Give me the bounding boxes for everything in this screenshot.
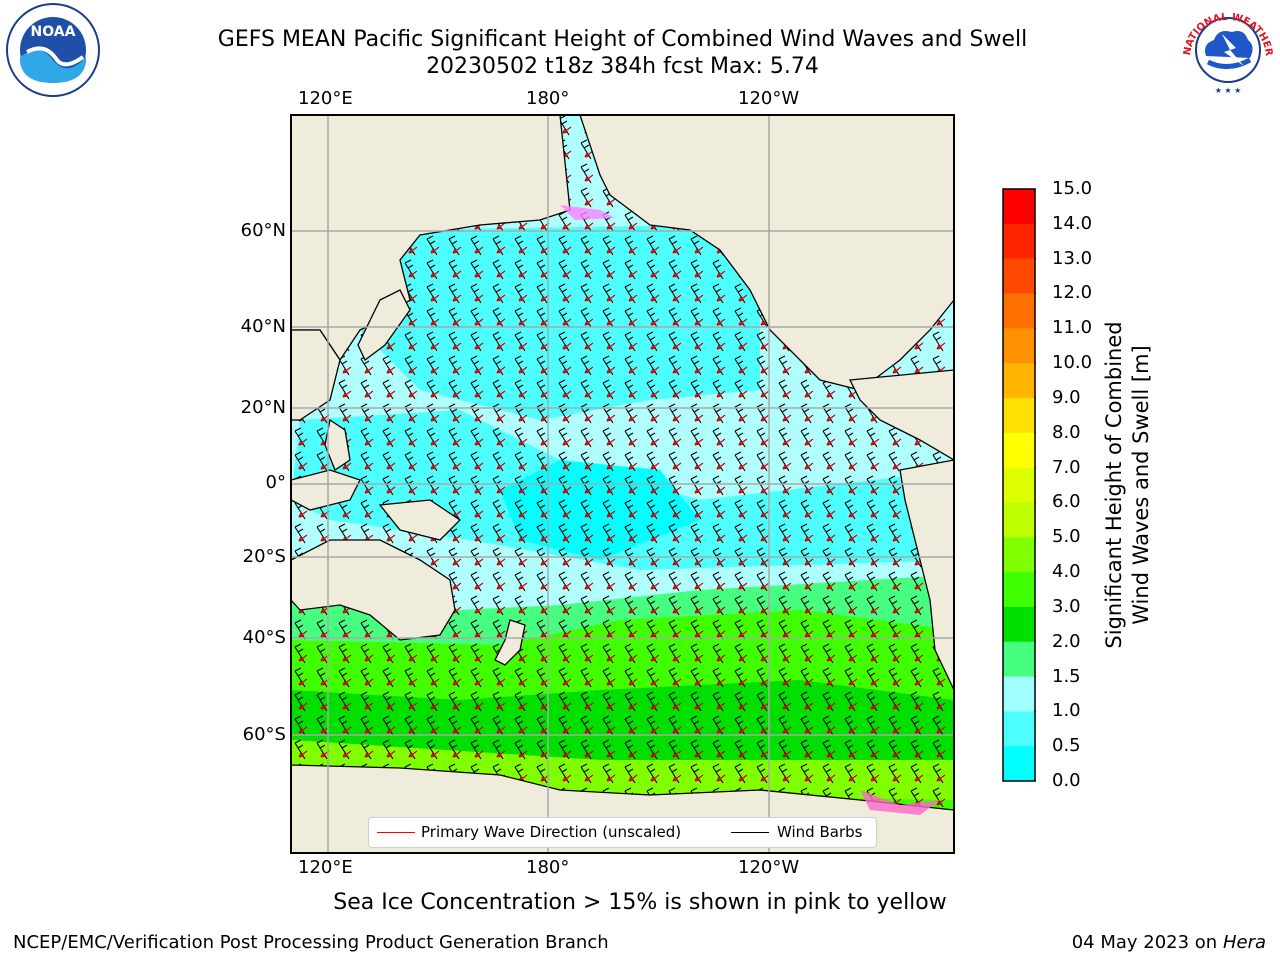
colorbar-segment [1003, 676, 1035, 712]
colorbar-tick-label: 3.0 [1052, 595, 1081, 617]
map-frame [290, 114, 955, 854]
noaa-logo: NOAA [6, 3, 100, 97]
colorbar-tick-label: 13.0 [1052, 247, 1093, 269]
footer-date: 04 May 2023 on Hera [1072, 932, 1266, 953]
lat-tick-20n: 20°N [240, 397, 286, 418]
lat-tick-0: 0° [265, 472, 286, 493]
lat-tick-40s: 40°S [242, 627, 286, 648]
colorbar-segment [1003, 711, 1035, 747]
noaa-logo-text: NOAA [31, 24, 76, 40]
colorbar-segment [1003, 746, 1035, 782]
colorbar-segment [1003, 432, 1035, 469]
colorbar-label: Significant Height of Combined Wind Wave… [1101, 321, 1155, 648]
colorbar-tick-label: 0.0 [1052, 770, 1081, 791]
colorbar-segment [1003, 502, 1035, 538]
lon-tick-bottom-3: 120°W [738, 857, 800, 878]
colorbar-tick-label: 4.0 [1052, 561, 1081, 583]
colorbar-label-line2: Wind Waves and Swell [m] [1129, 345, 1153, 625]
colorbar-segment [1003, 328, 1035, 364]
lat-tick-60s: 60°S [242, 724, 286, 745]
colorbar-segment [1003, 189, 1035, 225]
colorbar-tick-label: 9.0 [1052, 386, 1081, 408]
wave-direction-legend-line [377, 832, 415, 833]
sea-ice-bering [560, 205, 615, 220]
footer-date-text: 04 May 2023 on [1071, 932, 1218, 953]
lon-tick-top-3: 120°W [738, 88, 800, 109]
graticule [291, 115, 954, 853]
colorbar-tick-label: 12.0 [1052, 282, 1093, 304]
colorbar-segment [1003, 293, 1035, 329]
land-north-america [579, 115, 954, 391]
colorbar-tick-label: 14.0 [1052, 212, 1093, 234]
footer-branch: NCEP/EMC/Verification Post Processing Pr… [13, 932, 609, 953]
land-australia [291, 539, 456, 641]
lat-tick-20s: 20°S [242, 546, 286, 567]
footer-machine: Hera [1222, 932, 1266, 953]
colorbar-label-line1: Significant Height of Combined [1102, 321, 1126, 649]
colorbar [1002, 188, 1036, 782]
colorbar-segment [1003, 467, 1035, 503]
colorbar-tick-label: 15.0 [1052, 178, 1093, 199]
nws-logo: NATIONAL WEATHER SERVICE ★ ★ ★ [1178, 0, 1275, 97]
colorbar-tick-label: 2.0 [1052, 630, 1081, 652]
land-philippines [324, 418, 351, 471]
lat-tick-40n: 40°N [240, 316, 286, 337]
land-new-zealand [494, 619, 526, 666]
sea-ice-note: Sea Ice Concentration > 15% is shown in … [333, 890, 947, 915]
chart-title: GEFS MEAN Pacific Significant Height of … [217, 27, 1028, 52]
colorbar-frame [1002, 188, 1036, 782]
nws-stars-icon: ★ ★ ★ [1215, 86, 1242, 95]
land-south-america [899, 459, 954, 691]
land-indonesia [291, 469, 361, 511]
colorbar-tick-label: 0.5 [1052, 735, 1081, 757]
lat-tick-60n: 60°N [240, 220, 286, 241]
land-central-america [848, 369, 954, 461]
colorbar-tick-label: 6.0 [1052, 491, 1081, 513]
colorbar-segment [1003, 223, 1035, 260]
colorbar-segment [1003, 363, 1035, 399]
wave-direction-legend-label: Primary Wave Direction (unscaled) [421, 823, 682, 841]
chart-subtitle: 20230502 t18z 384h fcst Max: 5.74 [426, 54, 819, 79]
colorbar-segment [1003, 606, 1035, 643]
lon-tick-top-2: 180° [526, 88, 570, 109]
colorbar-segment [1003, 572, 1035, 608]
wind-barb-legend-line [731, 832, 769, 833]
colorbar-tick-label: 8.0 [1052, 421, 1081, 443]
colorbar-tick-label: 1.0 [1052, 700, 1081, 722]
wind-barb-legend-label: Wind Barbs [777, 823, 863, 841]
colorbar-segment [1003, 537, 1035, 573]
colorbar-segment [1003, 258, 1035, 294]
lon-tick-bottom-1: 120°E [298, 857, 353, 878]
colorbar-tick-label: 1.5 [1052, 665, 1081, 687]
land-japan [357, 289, 411, 362]
lon-tick-bottom-2: 180° [526, 857, 570, 878]
sea-ice-antarctic [860, 790, 940, 815]
colorbar-tick-label: 5.0 [1052, 526, 1081, 548]
colorbar-segment [1003, 397, 1035, 434]
colorbar-segment [1003, 641, 1035, 678]
colorbar-tick-label: 11.0 [1052, 317, 1093, 339]
lon-tick-top-1: 120°E [298, 88, 353, 109]
land-new-guinea [378, 499, 462, 541]
colorbar-tick-label: 7.0 [1052, 456, 1081, 478]
colorbar-tick-label: 10.0 [1052, 352, 1093, 374]
map-legend: Primary Wave Direction (unscaled) Wind B… [368, 817, 877, 848]
